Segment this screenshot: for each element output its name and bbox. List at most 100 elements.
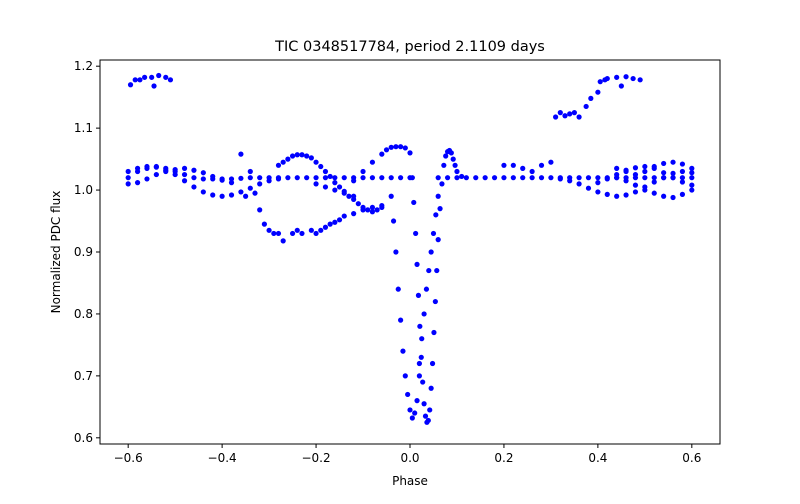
data-point xyxy=(257,207,263,213)
data-point xyxy=(604,75,610,82)
data-point xyxy=(360,207,366,213)
data-point xyxy=(271,230,277,237)
data-point xyxy=(200,170,206,176)
data-point xyxy=(433,212,439,218)
data-point xyxy=(425,417,431,424)
data-point xyxy=(336,184,343,190)
data-point xyxy=(689,175,695,181)
data-point xyxy=(299,230,305,237)
data-point xyxy=(181,171,188,178)
data-point xyxy=(275,230,282,237)
data-point xyxy=(454,168,460,175)
data-point xyxy=(632,171,639,178)
data-point xyxy=(520,165,526,171)
data-point xyxy=(623,178,629,184)
data-point xyxy=(595,180,601,186)
data-point xyxy=(642,163,648,170)
data-point xyxy=(247,175,253,181)
data-point xyxy=(670,170,676,176)
data-point xyxy=(351,193,357,199)
data-point xyxy=(618,83,624,89)
data-point xyxy=(210,192,216,198)
data-point xyxy=(332,175,338,181)
data-point xyxy=(632,165,639,171)
data-point xyxy=(595,189,601,195)
data-point xyxy=(491,175,498,181)
data-point xyxy=(538,162,545,168)
data-point xyxy=(257,181,263,187)
data-point xyxy=(482,175,488,181)
data-point xyxy=(280,238,286,244)
data-point xyxy=(623,74,629,80)
data-point xyxy=(604,176,610,182)
data-point xyxy=(313,181,319,187)
x-tick-label: −0.4 xyxy=(208,451,237,465)
data-point xyxy=(400,348,406,354)
data-point xyxy=(689,165,695,171)
data-point xyxy=(414,261,420,267)
data-point xyxy=(402,373,408,379)
data-point xyxy=(642,168,648,175)
data-point xyxy=(642,187,648,193)
data-point xyxy=(444,175,451,181)
data-point xyxy=(614,165,620,171)
data-point xyxy=(430,230,437,237)
x-tick-label: −0.6 xyxy=(114,451,143,465)
data-point xyxy=(379,175,385,181)
data-point xyxy=(597,79,603,85)
data-point xyxy=(374,207,380,213)
data-point xyxy=(407,407,413,413)
data-point xyxy=(238,151,244,157)
data-point xyxy=(219,193,225,199)
data-point xyxy=(452,162,458,168)
data-point xyxy=(614,193,620,199)
data-point xyxy=(439,181,445,187)
y-tick-label: 1.0 xyxy=(74,183,93,197)
data-point xyxy=(238,175,244,181)
data-point xyxy=(393,249,399,255)
data-point xyxy=(266,227,272,233)
data-point xyxy=(571,110,577,116)
data-point xyxy=(398,144,404,150)
data-point xyxy=(252,190,258,196)
data-point xyxy=(153,171,159,178)
data-point xyxy=(153,164,159,170)
data-point xyxy=(679,161,686,167)
data-point xyxy=(429,360,436,367)
data-point xyxy=(388,175,394,181)
data-point xyxy=(585,175,592,181)
data-point xyxy=(341,213,347,219)
data-point xyxy=(623,192,629,198)
data-point xyxy=(332,219,338,225)
data-point xyxy=(661,193,667,199)
data-point xyxy=(341,175,347,181)
data-point xyxy=(393,144,399,150)
data-point xyxy=(632,182,639,188)
y-tick-label: 1.2 xyxy=(74,59,93,73)
data-point xyxy=(304,153,310,159)
data-point xyxy=(651,190,657,196)
data-point xyxy=(313,230,319,237)
data-point xyxy=(137,77,143,83)
data-point xyxy=(304,175,310,181)
data-point xyxy=(294,175,300,181)
data-point xyxy=(661,170,667,176)
data-point xyxy=(604,191,610,197)
data-point xyxy=(247,168,253,175)
data-point xyxy=(576,175,582,181)
data-point xyxy=(651,179,657,185)
data-point xyxy=(414,398,420,404)
data-point xyxy=(421,401,427,407)
data-point xyxy=(614,175,620,181)
data-point xyxy=(689,170,695,176)
data-point xyxy=(454,175,460,181)
y-tick-label: 0.7 xyxy=(74,369,93,383)
data-point xyxy=(437,206,443,212)
data-point xyxy=(332,187,338,193)
data-point xyxy=(538,175,545,181)
data-point xyxy=(395,286,401,292)
data-point xyxy=(435,237,441,243)
data-point xyxy=(398,175,404,181)
data-point xyxy=(426,267,432,274)
data-point xyxy=(661,160,667,167)
